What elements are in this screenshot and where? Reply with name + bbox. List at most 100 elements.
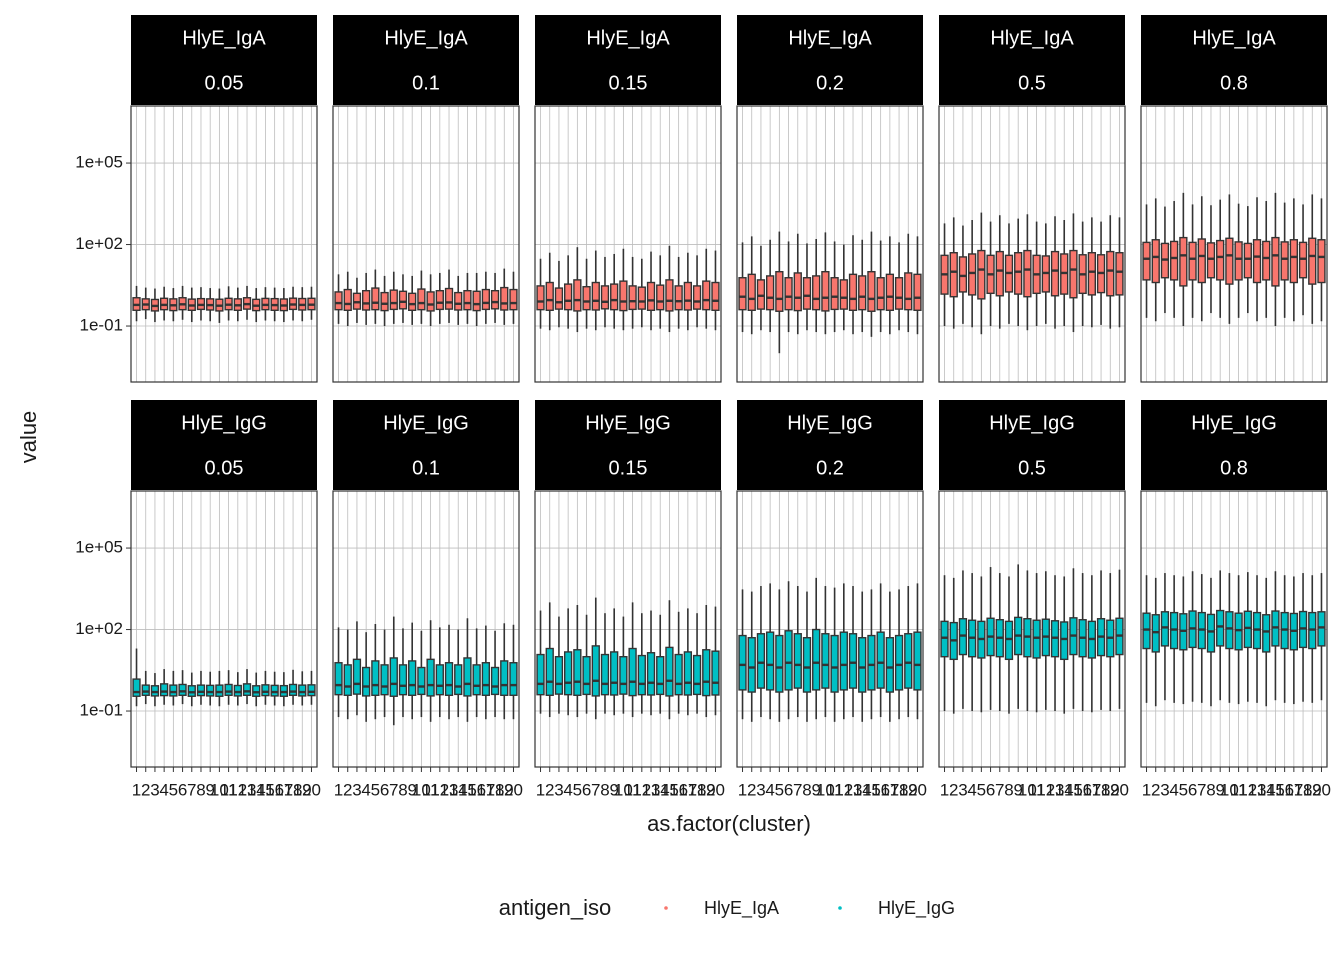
box xyxy=(1106,250,1115,297)
box xyxy=(288,683,298,696)
x-tick-label: 18 xyxy=(890,780,909,799)
box xyxy=(352,658,362,695)
x-tick-label: 20 xyxy=(908,780,927,799)
box xyxy=(1243,610,1252,649)
x-tick-label: 16 xyxy=(1275,780,1294,799)
box xyxy=(426,291,435,312)
x-tick-label: 8 xyxy=(398,780,407,799)
box xyxy=(738,634,747,691)
x-tick-label: 10 xyxy=(1018,780,1037,799)
x-tick-label: 16 xyxy=(467,780,486,799)
strip-label: HlyE_IgA xyxy=(182,27,266,49)
box xyxy=(1023,249,1032,298)
panel xyxy=(535,106,721,382)
box xyxy=(1252,239,1262,284)
box xyxy=(802,277,812,310)
box xyxy=(894,634,904,691)
x-tick-label: 10 xyxy=(614,780,633,799)
box xyxy=(1280,241,1289,281)
x-tick-label: 16 xyxy=(1073,780,1092,799)
y-axis-title: value xyxy=(16,411,41,464)
box xyxy=(1142,241,1151,281)
box xyxy=(408,660,417,696)
box xyxy=(270,684,279,697)
box xyxy=(206,684,215,697)
box xyxy=(858,637,867,693)
strip-label: 0.2 xyxy=(816,72,844,94)
x-tick-label: 16 xyxy=(669,780,688,799)
x-tick-label: 9 xyxy=(811,780,820,799)
x-tick-label: 14 xyxy=(1055,780,1074,799)
x-tick-label: 7 xyxy=(389,780,398,799)
legend-label: HlyE_IgA xyxy=(704,898,779,919)
x-tick-label: 17 xyxy=(274,780,293,799)
box xyxy=(702,280,711,311)
box xyxy=(775,634,784,693)
x-tick-label: 12 xyxy=(430,780,449,799)
box xyxy=(637,286,646,310)
strip xyxy=(333,15,519,105)
box xyxy=(307,684,316,697)
box xyxy=(490,666,500,696)
x-tick-label: 10 xyxy=(816,780,835,799)
x-tick-label: 17 xyxy=(1082,780,1101,799)
box xyxy=(334,291,343,311)
box xyxy=(876,631,885,689)
x-tick-label: 3 xyxy=(756,780,765,799)
panel-border xyxy=(332,105,520,383)
box xyxy=(600,653,610,696)
strip xyxy=(535,15,721,105)
x-tick-label: 1 xyxy=(132,780,141,799)
x-tick-label: 2 xyxy=(747,780,756,799)
x-tick-label: 8 xyxy=(1004,780,1013,799)
box xyxy=(563,651,573,696)
box xyxy=(628,285,637,311)
strip xyxy=(535,400,721,490)
strip-label: 0.5 xyxy=(1018,457,1046,479)
box xyxy=(1271,236,1280,287)
x-tick-label: 3 xyxy=(352,780,361,799)
x-tick-label: 8 xyxy=(802,780,811,799)
box xyxy=(361,289,371,311)
panel xyxy=(131,106,317,382)
box xyxy=(343,288,352,311)
x-tick-label: 6 xyxy=(380,780,389,799)
box xyxy=(977,249,986,300)
box xyxy=(867,634,876,691)
box xyxy=(187,685,196,697)
box xyxy=(610,651,619,696)
box xyxy=(793,633,802,689)
box xyxy=(812,628,821,691)
box xyxy=(582,656,591,696)
x-tick-label: 1 xyxy=(334,780,343,799)
x-tick-label: 9 xyxy=(205,780,214,799)
x-tick-label: 12 xyxy=(834,780,853,799)
x-tick-label: 17 xyxy=(1284,780,1303,799)
box xyxy=(361,666,371,697)
x-tick-label: 4 xyxy=(1169,780,1178,799)
strip xyxy=(1141,15,1327,105)
x-tick-label: 11 xyxy=(826,780,844,799)
box xyxy=(913,273,922,311)
box xyxy=(839,631,848,691)
box xyxy=(463,289,472,311)
box xyxy=(417,666,426,696)
box xyxy=(830,634,839,693)
box xyxy=(646,281,656,311)
x-tick-label: 2 xyxy=(949,780,958,799)
box xyxy=(582,286,591,311)
x-tick-label: 6 xyxy=(784,780,793,799)
box xyxy=(261,684,270,697)
box xyxy=(702,649,711,697)
strip-label: HlyE_IgG xyxy=(585,412,671,434)
box xyxy=(454,291,463,311)
x-tick-label: 5 xyxy=(977,780,986,799)
x-tick-label: 4 xyxy=(361,780,370,799)
x-tick-label: 12 xyxy=(632,780,651,799)
x-tick-label: 9 xyxy=(407,780,416,799)
strip xyxy=(737,400,923,490)
box xyxy=(215,684,224,697)
y-tick-label: 1e+02 xyxy=(75,234,123,253)
box xyxy=(426,658,435,697)
